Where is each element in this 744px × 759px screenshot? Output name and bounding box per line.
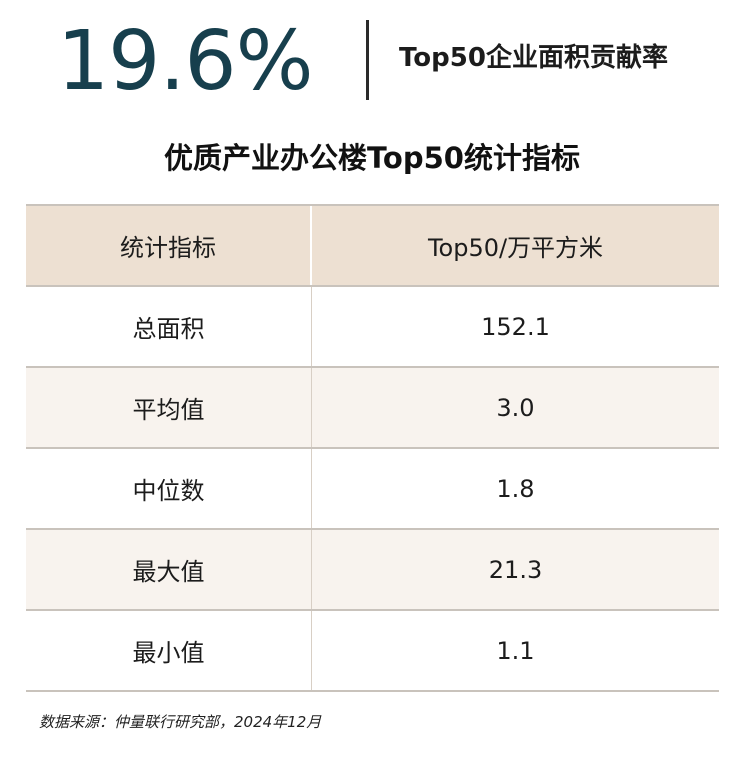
kpi-divider bbox=[366, 20, 369, 100]
kpi-value: 19.6% bbox=[57, 14, 313, 109]
metric-cell: 中位数 bbox=[26, 449, 312, 528]
value-cell: 1.8 bbox=[496, 474, 535, 503]
table-header-row: 统计指标 Top50/万平方米 bbox=[26, 206, 719, 287]
metric-cell: 总面积 bbox=[26, 287, 312, 366]
source-note: 数据来源：仲量联行研究部，2024年12月 bbox=[39, 713, 322, 731]
value-cell: 1.1 bbox=[496, 636, 535, 665]
table-row: 中位数 1.8 bbox=[26, 449, 719, 530]
kpi-label: Top50企业面积贡献率 bbox=[399, 43, 668, 73]
value-cell: 3.0 bbox=[496, 393, 535, 422]
stats-table: 统计指标 Top50/万平方米 总面积 152.1 平均值 3.0 中位数 1.… bbox=[26, 204, 719, 692]
metric-cell: 最大值 bbox=[26, 530, 312, 609]
table-row: 平均值 3.0 bbox=[26, 368, 719, 449]
metric-cell: 最小值 bbox=[26, 611, 312, 690]
value-cell: 152.1 bbox=[481, 312, 550, 341]
table-row: 总面积 152.1 bbox=[26, 287, 719, 368]
header-cell-value: Top50/万平方米 bbox=[427, 234, 604, 262]
table-title: 优质产业办公楼Top50统计指标 bbox=[164, 141, 580, 175]
kpi-block: 19.6% Top50企业面积贡献率 bbox=[0, 0, 744, 110]
metric-cell: 平均值 bbox=[26, 368, 312, 447]
table-row: 最小值 1.1 bbox=[26, 611, 719, 692]
table-row: 最大值 21.3 bbox=[26, 530, 719, 611]
header-cell-metric: 统计指标 bbox=[26, 206, 312, 285]
value-cell: 21.3 bbox=[488, 555, 543, 584]
